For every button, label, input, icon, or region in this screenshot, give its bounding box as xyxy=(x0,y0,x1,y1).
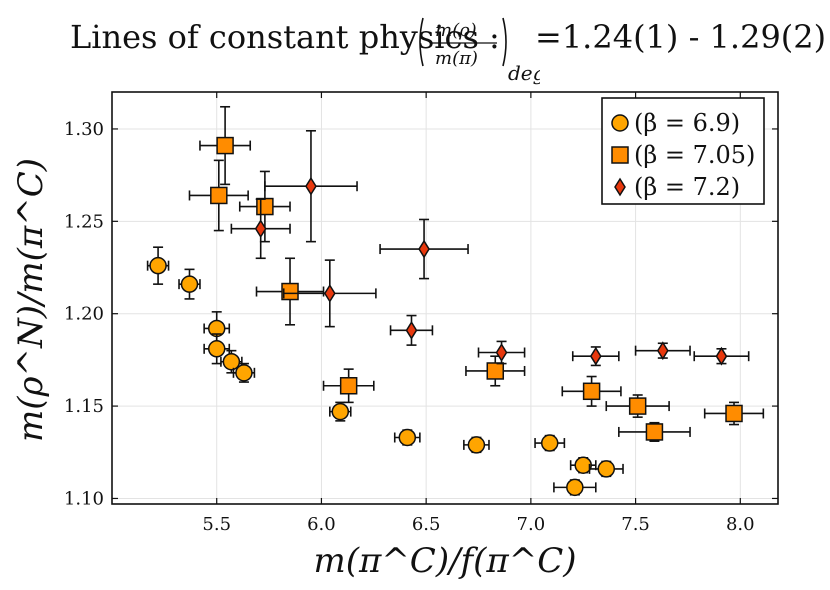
title-suffix: =1.24(1) - 1.29(2) xyxy=(535,18,827,56)
y-tick-label: 1.30 xyxy=(64,119,104,140)
y-axis-label: m(ρ^N)/m(π^C) xyxy=(11,158,51,442)
title-prefix: Lines of constant physics : xyxy=(70,18,500,56)
data-point-diamond xyxy=(715,346,728,366)
data-point-diamond xyxy=(405,320,418,340)
data-point-square xyxy=(210,186,228,205)
data-point-square xyxy=(216,136,234,155)
data-point-circle xyxy=(207,340,226,358)
data-point-diamond xyxy=(323,283,336,303)
x-tick-label: 6.5 xyxy=(412,514,441,535)
data-point-diamond xyxy=(418,239,430,259)
data-point-diamond xyxy=(589,346,602,366)
x-axis-label: m(π^C)/f(π^C) xyxy=(313,541,576,581)
y-tick-label: 1.15 xyxy=(64,396,104,417)
data-point-circle xyxy=(149,256,167,275)
legend-items: (β = 6.9) (β = 7.05) (β = 7.2) xyxy=(611,109,755,201)
x-tick-label: 7.5 xyxy=(621,514,650,535)
data-point-circle xyxy=(540,434,559,452)
legend-marker-circle xyxy=(611,114,629,132)
x-tick-label: 8.0 xyxy=(726,514,755,535)
data-point-square xyxy=(628,397,647,415)
axis-ticks: 5.5 6.0 6.5 7.0 7.5 8.0 1.10 1.15 1.20 1.25 1.30 xyxy=(64,92,778,535)
data-marks xyxy=(146,105,765,497)
title-right-paren xyxy=(502,17,507,67)
legend-marker-diamond xyxy=(614,177,626,197)
data-point-circle xyxy=(574,456,592,474)
y-tick-label: 1.20 xyxy=(64,304,104,325)
x-tick-label: 6.0 xyxy=(307,514,336,535)
title-fraction: m(ρ) m(π) deg xyxy=(415,12,545,91)
data-point-circle xyxy=(467,436,486,454)
data-point-circle xyxy=(180,275,199,293)
title-frac-numerator: m(ρ) xyxy=(435,20,477,41)
data-point-diamond xyxy=(495,343,508,362)
data-point-square xyxy=(281,282,299,301)
data-point-circle xyxy=(566,478,584,497)
data-point-circle xyxy=(597,460,616,478)
legend-marker-square xyxy=(611,146,629,164)
series-square xyxy=(188,105,765,442)
data-point-square xyxy=(486,362,505,380)
data-point-circle xyxy=(398,428,417,447)
data-point-circle xyxy=(331,402,350,421)
data-point-diamond xyxy=(305,176,317,196)
data-point-circle xyxy=(235,364,253,382)
legend-label: (β = 7.05) xyxy=(634,141,755,169)
legend-box xyxy=(601,97,765,205)
data-point-square xyxy=(339,377,358,395)
data-point-square xyxy=(645,423,664,441)
title-frac-denominator: m(π) xyxy=(435,48,478,69)
data-point-square xyxy=(582,382,601,401)
x-tick-label: 7.0 xyxy=(517,514,546,535)
legend-label: (β = 7.2) xyxy=(634,173,740,201)
data-point-circle xyxy=(222,352,241,371)
y-tick-label: 1.10 xyxy=(64,488,104,509)
data-point-diamond xyxy=(254,219,267,239)
chart-title: Lines of constant physics : m(ρ) m(π) de… xyxy=(0,4,830,85)
data-point-diamond xyxy=(656,341,669,361)
title-frac-subscript: deg xyxy=(508,61,540,85)
y-tick-label: 1.25 xyxy=(64,211,104,232)
series-diamond xyxy=(230,129,750,367)
x-tick-label: 5.5 xyxy=(202,514,231,535)
series-circle xyxy=(146,246,624,497)
title-left-paren xyxy=(419,17,424,67)
title-fraction-svg: m(ρ) m(π) deg xyxy=(419,17,545,85)
legend-label: (β = 6.9) xyxy=(634,109,740,137)
data-point-square xyxy=(725,404,743,423)
data-point-square xyxy=(256,197,274,216)
plot-frame xyxy=(111,91,779,505)
legend: (β = 6.9) (β = 7.05) (β = 7.2) xyxy=(601,97,765,205)
